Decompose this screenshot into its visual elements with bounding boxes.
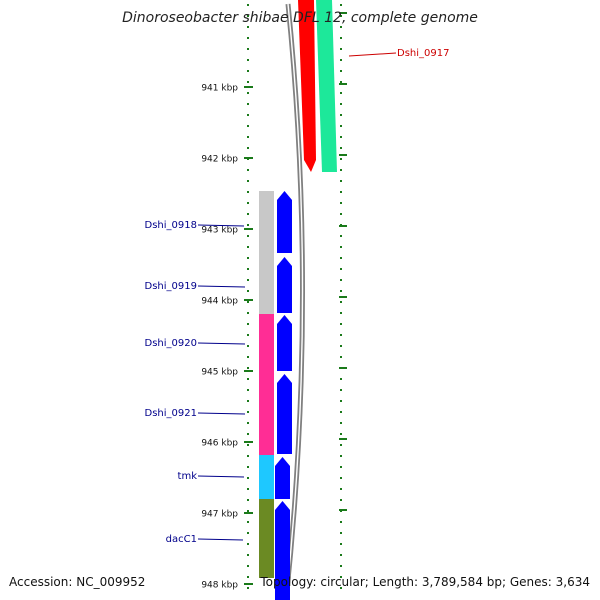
scale-tick-label: 943 kbp	[201, 226, 238, 236]
scale-tick-label: 948 kbp	[201, 581, 238, 591]
gene-bar-Dshi_0921	[259, 372, 274, 455]
gene-bar-Dshi_0917	[316, 0, 337, 172]
gene-label-Dshi_0917: Dshi_0917	[397, 48, 449, 59]
leader-line-tmk	[197, 475, 245, 478]
cds-arrow-5	[275, 457, 290, 499]
tick-layer: 941 kbp 942 kbp 943 kbp 944 kbp 945 kbp 946 k…	[201, 4, 347, 596]
cds-arrow-6	[275, 501, 290, 600]
gene-label-Dshi_0921: Dshi_0921	[145, 408, 197, 419]
leader-line-Dshi_0919	[197, 285, 246, 288]
gene-bar-tmk	[259, 455, 274, 499]
gene-label-dacC1: dacC1	[166, 534, 197, 545]
forward-cds-arrow	[298, 0, 316, 172]
map-title: Dinoroseobacter shibae DFL 12, complete …	[122, 10, 478, 26]
cds-arrow-4	[277, 374, 292, 454]
scale-tick-label: 947 kbp	[201, 510, 238, 520]
accession-text: Accession: NC_009952	[9, 575, 146, 589]
topology-text: Topology: circular; Length: 3,789,584 bp…	[260, 575, 590, 589]
feature-layer	[259, 0, 337, 600]
gene-label-Dshi_0918: Dshi_0918	[145, 220, 197, 231]
scale-tick-label: 945 kbp	[201, 368, 238, 378]
cds-arrow-2	[277, 257, 292, 313]
cds-arrow-3	[277, 315, 292, 371]
gene-label-tmk: tmk	[178, 471, 198, 482]
gene-bar-dacC1	[259, 499, 274, 578]
scale-tick-label: 946 kbp	[201, 439, 238, 449]
genome-backbone-inner	[285, 3, 304, 600]
leader-line-Dshi_0921	[197, 412, 246, 415]
leader-line-Dshi_0918	[197, 224, 245, 227]
backbone-layer	[283, 3, 306, 600]
gene-bar-Dshi_0918	[259, 191, 274, 314]
gene-label-Dshi_0920: Dshi_0920	[145, 338, 197, 349]
gene-bar-Dshi_0920	[259, 314, 274, 372]
scale-tick-label: 944 kbp	[201, 297, 238, 307]
leader-line-dacC1	[197, 538, 244, 541]
leader-line-Dshi_0917	[348, 52, 397, 57]
cds-arrow-1	[277, 191, 292, 253]
gene-label-Dshi_0919: Dshi_0919	[145, 281, 197, 292]
leader-line-Dshi_0920	[197, 342, 246, 345]
scale-tick-label: 942 kbp	[201, 155, 238, 165]
scale-tick-label: 941 kbp	[201, 84, 238, 94]
